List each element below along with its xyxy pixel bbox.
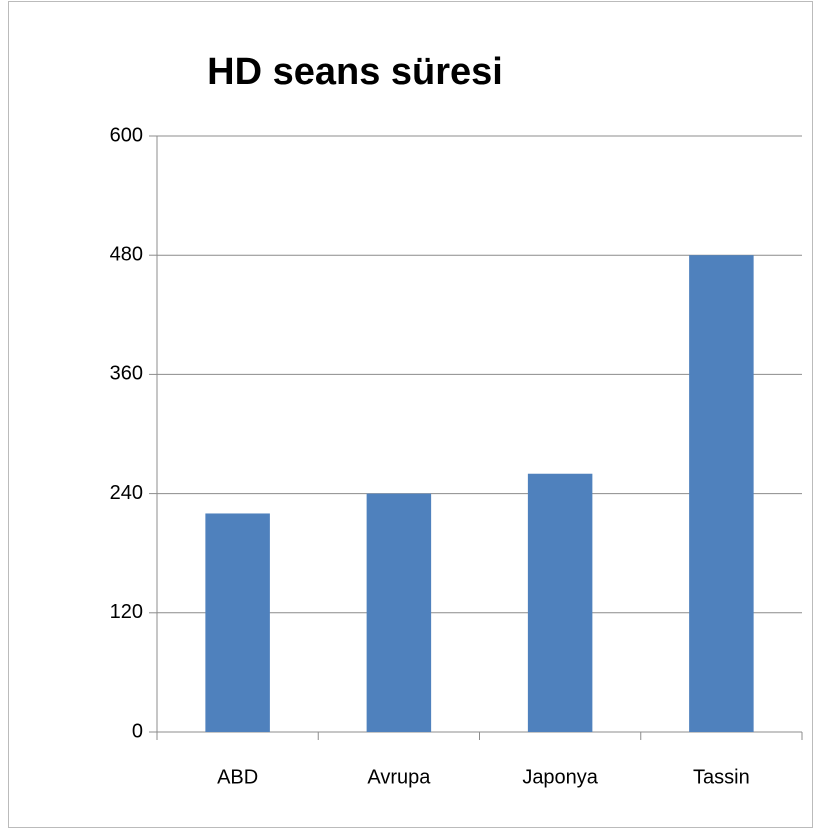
chart-title: HD seans süresi (207, 51, 503, 93)
bar (527, 473, 593, 732)
y-tick-label: 360 (110, 363, 143, 385)
bar (366, 493, 432, 732)
x-tick-label: ABD (217, 766, 258, 788)
x-tick-label: Tassin (693, 766, 750, 788)
y-tick-label: 480 (110, 243, 143, 265)
x-tick-label: Japonya (522, 766, 598, 788)
x-tick-label: Avrupa (367, 766, 431, 788)
y-tick-label: 0 (132, 720, 143, 742)
y-tick-label: 600 (110, 124, 143, 146)
y-tick-label: 240 (110, 482, 143, 504)
bar (689, 255, 754, 732)
y-tick-label: 120 (110, 601, 143, 623)
bar (205, 513, 270, 732)
